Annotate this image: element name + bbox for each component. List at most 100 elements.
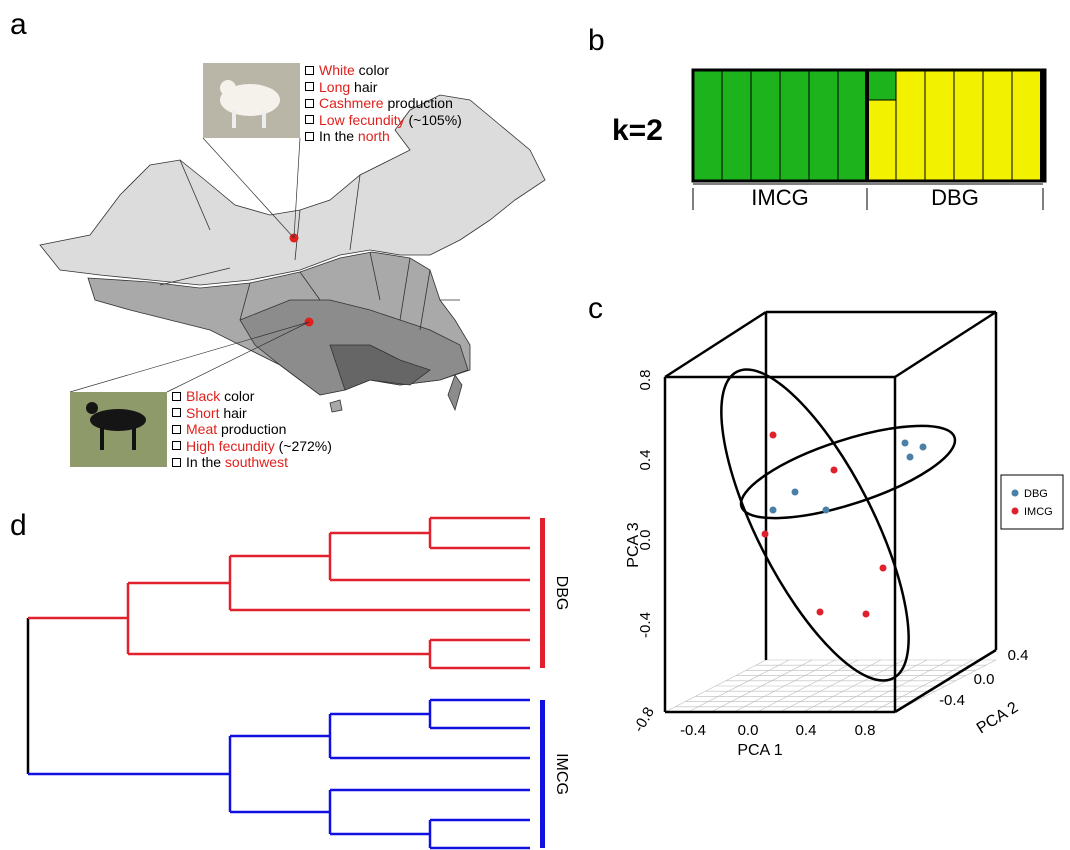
trait: Short hair: [172, 405, 332, 422]
checkbox-icon: [305, 99, 314, 108]
trait-text: hair: [219, 405, 246, 422]
trait-text: production: [217, 421, 286, 438]
checkbox-icon: [305, 82, 314, 91]
trait-text: Short: [186, 405, 219, 422]
group-label: IMCG: [553, 753, 570, 795]
checkbox-icon: [172, 425, 181, 434]
pca-point: [817, 609, 824, 616]
ancestry-bar: [693, 70, 722, 181]
checkbox-icon: [305, 115, 314, 124]
confidence-ellipse: [685, 345, 945, 704]
group-bar: [540, 518, 545, 668]
legend-label: DBG: [1024, 488, 1048, 500]
trait-text: Cashmere: [319, 95, 384, 112]
y-tick-label: -0.4: [939, 692, 965, 709]
pca-point: [880, 565, 887, 572]
ancestry-bar: [896, 70, 925, 181]
dendrogram: DBG IMCG: [28, 518, 570, 848]
ancestry-bar: [838, 70, 867, 181]
x-tick-label: -0.8: [630, 704, 658, 735]
trait: Cashmere production: [305, 95, 462, 112]
pca-point: [863, 611, 870, 618]
pca-point: [762, 531, 769, 538]
ancestry-bar: [1012, 70, 1041, 181]
pca-point: [920, 444, 927, 451]
checkbox-icon: [172, 441, 181, 450]
pca-point: [823, 507, 830, 514]
trait: In the southwest: [172, 454, 332, 471]
z-tick-label: -0.4: [637, 612, 654, 638]
trait-text: In the: [186, 454, 225, 471]
pca-point: [792, 489, 799, 496]
box-edge: [665, 312, 766, 377]
trait-text: Meat: [186, 421, 217, 438]
ancestry-bar: [867, 70, 896, 100]
trait-text: Black: [186, 388, 220, 405]
pca-point: [770, 507, 777, 514]
z-tick-label: 0.4: [637, 450, 654, 471]
ancestry-bar: [983, 70, 1012, 181]
axis-title: PCA 2: [974, 699, 1022, 738]
checkbox-icon: [172, 458, 181, 467]
goat-photo: [203, 63, 300, 138]
group-label: DBG: [553, 576, 570, 611]
structure-plot: IMCG DBG: [693, 70, 1045, 210]
trait: White color: [305, 62, 462, 79]
trait: Black color: [172, 388, 332, 405]
pca-point: [831, 467, 838, 474]
trait-text: color: [220, 388, 254, 405]
trait-text: hair: [350, 79, 377, 96]
trait-text: In the: [319, 128, 358, 145]
panel-label: d: [10, 509, 27, 542]
trait: In the north: [305, 128, 462, 145]
x-tick-label: 0.0: [738, 722, 759, 739]
axis-title: PCA 3: [625, 522, 642, 567]
group-bar: [540, 700, 545, 848]
trait-text: Long: [319, 79, 350, 96]
z-tick-label: 0.8: [637, 370, 654, 391]
axis-title: PCA 1: [737, 742, 782, 759]
trait: Low fecundity (~105%): [305, 112, 462, 129]
trait-text: production: [384, 95, 453, 112]
map: [40, 95, 545, 412]
ancestry-bar: [954, 70, 983, 181]
y-tick-label: 0.0: [974, 671, 995, 688]
trait-text: (~105%): [405, 112, 462, 129]
goat-photo: [70, 392, 167, 467]
trait-text: north: [358, 128, 390, 145]
checkbox-icon: [172, 392, 181, 401]
ancestry-bar: [1040, 70, 1045, 181]
trait-text: color: [355, 62, 389, 79]
legend-box: [1001, 475, 1063, 529]
panel-label: c: [588, 292, 603, 325]
trait: Meat production: [172, 421, 332, 438]
trait-text: High fecundity: [186, 438, 275, 455]
trait: High fecundity (~272%): [172, 438, 332, 455]
checkbox-icon: [305, 66, 314, 75]
trait: Long hair: [305, 79, 462, 96]
legend-label: IMCG: [1024, 506, 1053, 518]
trait-text: (~272%): [275, 438, 332, 455]
ancestry-bar: [809, 70, 838, 181]
group-label: IMCG: [751, 185, 808, 210]
x-tick-label: 0.4: [796, 722, 817, 739]
pca-point: [907, 454, 914, 461]
figure-canvas: a b c d IMCGDBG k=2 -0.40.00.40.8PCA 3-0…: [0, 0, 1070, 850]
pca-3d-plot: -0.40.00.40.8PCA 3-0.8-0.40.00.40.8PCA 1…: [625, 312, 1063, 759]
y-tick-label: 0.4: [1008, 647, 1029, 664]
pca-point: [770, 432, 777, 439]
legend-marker: [1012, 508, 1019, 515]
ancestry-bar: [925, 70, 954, 181]
group-label: DBG: [931, 185, 979, 210]
trait-text: Low fecundity: [319, 112, 405, 129]
ancestry-bar: [751, 70, 780, 181]
trait-text: southwest: [225, 454, 288, 471]
x-tick-label: -0.4: [680, 722, 706, 739]
ancestry-bar: [780, 70, 809, 181]
trait-text: White: [319, 62, 355, 79]
ancestry-bar: [722, 70, 751, 181]
legend-marker: [1012, 490, 1019, 497]
figure: a b c d IMCGDBG k=2 -0.40.00.40.8PCA 3-0…: [0, 0, 1070, 850]
